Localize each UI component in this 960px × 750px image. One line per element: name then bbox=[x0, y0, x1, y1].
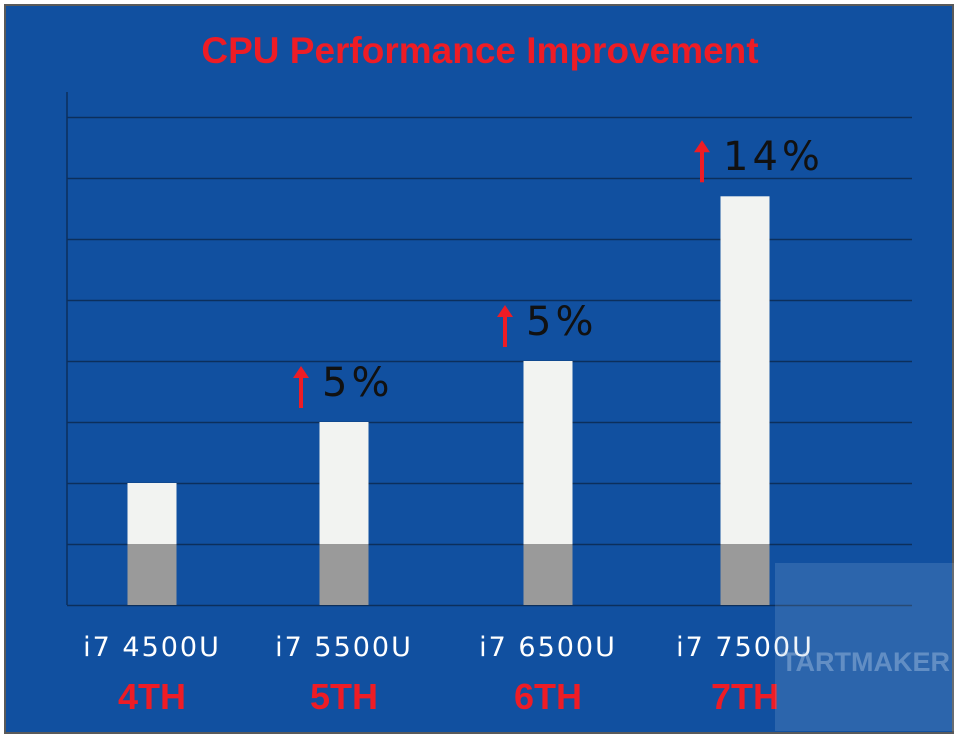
watermark: TARTMAKER bbox=[775, 563, 954, 731]
up-arrow-head-icon bbox=[497, 305, 513, 317]
chart-title: CPU Performance Improvement bbox=[201, 30, 759, 71]
x-tick-label: i7 4500U bbox=[83, 632, 221, 663]
x-tick-label: i7 5500U bbox=[275, 632, 413, 663]
bar-base bbox=[319, 544, 369, 605]
generation-label: 4TH bbox=[117, 676, 186, 717]
bar-base bbox=[720, 544, 770, 605]
increase-label: 5% bbox=[526, 299, 598, 345]
x-tick-label: i7 6500U bbox=[479, 632, 617, 663]
chart-frame bbox=[4, 4, 954, 734]
increase-label: 14% bbox=[723, 134, 824, 181]
bar-base bbox=[523, 544, 573, 605]
bar bbox=[720, 196, 770, 606]
generation-label: 5TH bbox=[309, 676, 378, 717]
up-arrow-head-icon bbox=[293, 366, 309, 378]
generation-label: 6TH bbox=[513, 676, 582, 717]
up-arrow-head-icon bbox=[694, 140, 710, 153]
x-tick-label: i7 7500U bbox=[676, 632, 814, 663]
bar-base bbox=[127, 544, 177, 605]
increase-label: 5% bbox=[322, 360, 394, 406]
generation-label: 7TH bbox=[710, 676, 779, 717]
watermark-text: TARTMAKER bbox=[781, 647, 950, 677]
